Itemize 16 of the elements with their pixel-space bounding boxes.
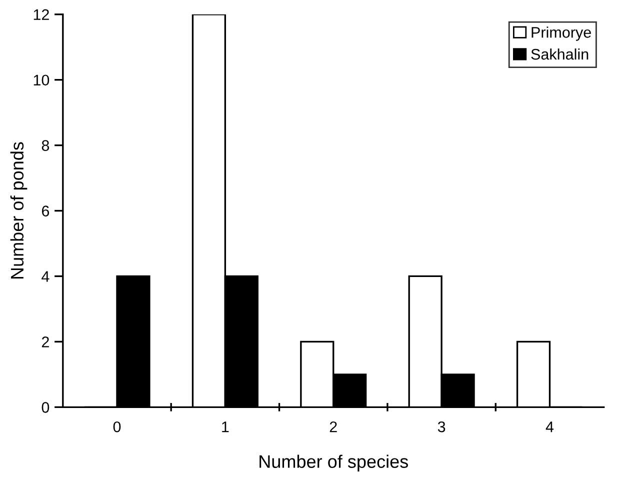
x-tick-label: 1 bbox=[222, 422, 229, 432]
legend-label: Sakhalin bbox=[531, 48, 588, 60]
y-tick-label: 2 bbox=[42, 336, 49, 348]
legend-label: Primorye bbox=[532, 26, 591, 41]
x-tick-label: 3 bbox=[438, 421, 446, 432]
y-tick-label: 4 bbox=[42, 271, 50, 282]
y-tick-label: 10 bbox=[34, 74, 50, 86]
y-axis-title: Number of ponds bbox=[10, 142, 28, 279]
y-tick-label: 6 bbox=[42, 206, 50, 216]
y-tick-label: 0 bbox=[42, 402, 50, 413]
x-axis-title: Number of species bbox=[260, 454, 408, 472]
y-tick-label: 8 bbox=[42, 140, 50, 151]
y-tick-label: 12 bbox=[34, 9, 49, 20]
x-tick-label: 0 bbox=[113, 421, 121, 432]
x-tick-label: 2 bbox=[330, 421, 337, 432]
x-tick-label: 4 bbox=[546, 422, 554, 432]
